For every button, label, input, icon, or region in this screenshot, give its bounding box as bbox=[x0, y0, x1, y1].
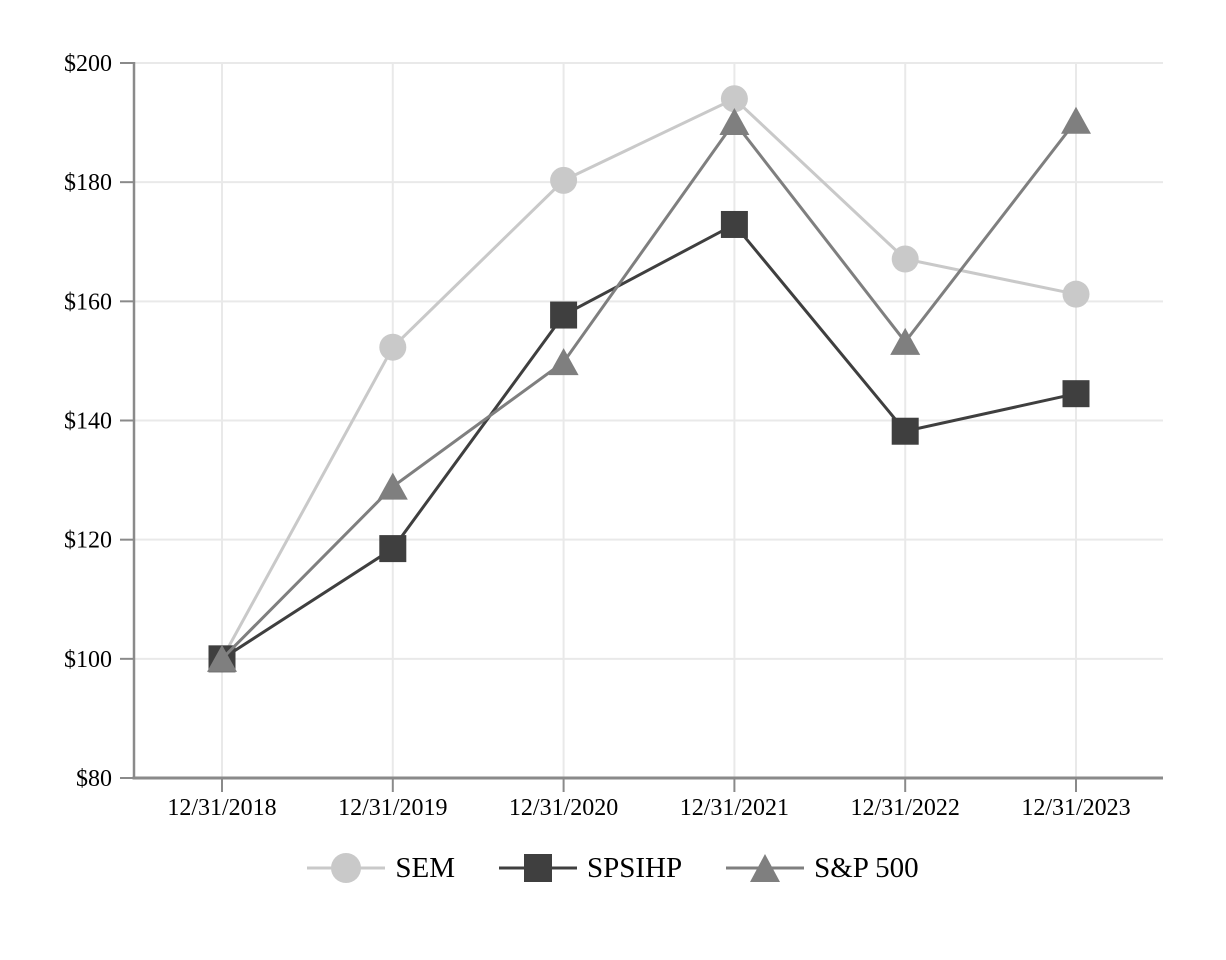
data-point-circle-sem bbox=[379, 333, 407, 361]
y-tick-label: $140 bbox=[64, 409, 112, 435]
legend-item-sp500: S&P 500 bbox=[726, 851, 919, 885]
x-tick-label: 12/31/2018 bbox=[167, 795, 276, 821]
legend-label-spsihp: SPSIHP bbox=[587, 851, 683, 884]
y-tick-label: $180 bbox=[64, 170, 112, 196]
x-tick-label: 12/31/2019 bbox=[338, 795, 447, 821]
sp500-triangle-marker-icon bbox=[726, 854, 805, 882]
x-tick-label: 12/31/2021 bbox=[680, 795, 789, 821]
data-point-circle-sem bbox=[891, 245, 919, 273]
legend-label-sem: SEM bbox=[395, 851, 455, 884]
x-tick-label: 12/31/2023 bbox=[1021, 795, 1130, 821]
data-point-triangle-s-p-500 bbox=[377, 472, 408, 500]
series-line-spsihp bbox=[221, 222, 1077, 661]
data-point-triangle-s-p-500 bbox=[548, 348, 579, 376]
data-point-triangle-s-p-500 bbox=[719, 107, 750, 135]
data-point-circle-sem bbox=[550, 166, 578, 194]
spsihp-square-marker-icon bbox=[499, 854, 577, 882]
series-line-sem bbox=[220, 96, 1077, 660]
data-point-square-spsihp bbox=[720, 210, 748, 238]
y-tick-label: $200 bbox=[64, 51, 112, 77]
x-tick-label: 12/31/2022 bbox=[851, 795, 960, 821]
data-point-square-spsihp bbox=[550, 301, 578, 329]
series-line-s-p-500 bbox=[220, 119, 1078, 660]
y-tick-label: $100 bbox=[64, 647, 112, 673]
data-point-square-spsihp bbox=[891, 417, 919, 445]
data-point-circle-sem bbox=[1062, 280, 1090, 308]
data-point-triangle-s-p-500 bbox=[1061, 106, 1091, 134]
performance-chart: $80 $100 $120 $140 $160 $180 $200 12/31/2018 12/… bbox=[64, 51, 1163, 821]
data-point-square-spsihp bbox=[379, 535, 407, 563]
sem-circle-marker-icon bbox=[307, 853, 386, 883]
data-point-triangle-s-p-500 bbox=[890, 327, 921, 355]
data-point-circle-sem bbox=[720, 85, 748, 113]
legend-item-sem: SEM bbox=[307, 851, 455, 885]
legend-label-sp500: S&P 500 bbox=[814, 851, 919, 884]
x-tick-label: 12/31/2020 bbox=[509, 795, 618, 821]
y-tick-label: $80 bbox=[76, 766, 112, 792]
y-tick-label: $160 bbox=[64, 289, 112, 315]
data-point-square-spsihp bbox=[1062, 380, 1090, 408]
data-point-triangle-s-p-500 bbox=[207, 644, 237, 672]
chart-legend: SEM SPSIHP S&P 500 bbox=[0, 851, 1226, 885]
legend-item-spsihp: SPSIHP bbox=[499, 851, 682, 885]
y-tick-label: $120 bbox=[64, 528, 112, 554]
